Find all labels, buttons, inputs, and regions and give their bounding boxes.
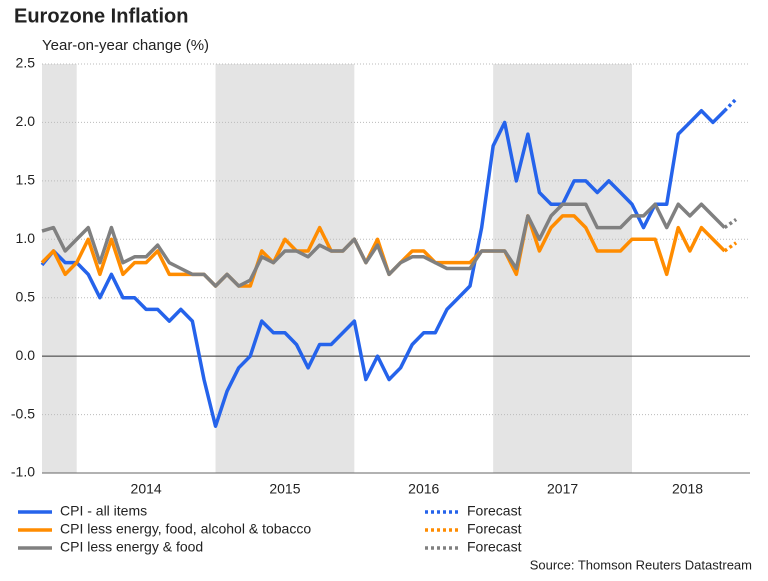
x-tick-label: 2015 — [269, 481, 300, 497]
legend-label: CPI less energy & food — [60, 539, 203, 555]
chart-subtitle: Year-on-year change (%) — [42, 37, 209, 54]
source-note: Source: Thomson Reuters Datastream — [530, 557, 752, 572]
y-tick-label: 0.5 — [16, 288, 36, 304]
y-tick-label: -0.5 — [11, 405, 35, 421]
x-tick-label: 2014 — [131, 481, 162, 497]
forecast-line — [723, 217, 738, 230]
y-tick-label: -1.0 — [11, 464, 35, 480]
legend-label: Forecast — [467, 521, 522, 537]
x-tick-label: 2016 — [408, 481, 439, 497]
series-line — [41, 202, 726, 288]
x-tick-label: 2017 — [547, 481, 578, 497]
shaded-band — [215, 64, 355, 473]
chart-title: Eurozone Inflation — [14, 5, 188, 27]
legend-label: Forecast — [467, 503, 522, 519]
y-tick-label: 0.0 — [16, 347, 36, 363]
y-tick-label: 2.5 — [16, 55, 36, 71]
y-tick-label: 2.0 — [16, 113, 36, 129]
y-tick-label: 1.5 — [16, 172, 36, 188]
series-line — [40, 108, 726, 429]
legend-label: CPI - all items — [60, 503, 147, 519]
forecast-line — [723, 97, 738, 112]
y-tick-label: 1.0 — [16, 230, 36, 246]
x-tick-label: 2018 — [672, 481, 703, 497]
legend-label: Forecast — [467, 539, 522, 555]
forecast-line — [723, 241, 738, 253]
legend-label: CPI less energy, food, alcohol & tobacco — [60, 521, 311, 537]
